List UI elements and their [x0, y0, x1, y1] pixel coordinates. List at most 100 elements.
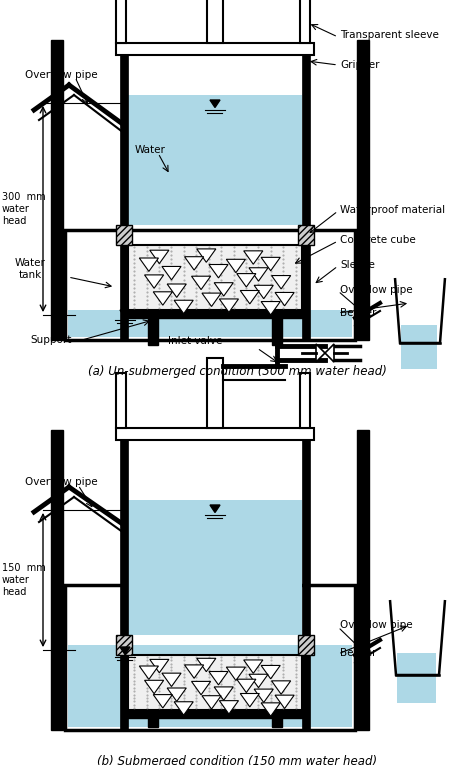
- Bar: [123, 310, 307, 318]
- Polygon shape: [139, 258, 158, 272]
- Polygon shape: [214, 283, 233, 296]
- Polygon shape: [210, 505, 220, 513]
- Polygon shape: [240, 291, 259, 304]
- Polygon shape: [325, 344, 334, 362]
- Text: Inlet valve: Inlet valve: [168, 336, 222, 346]
- Polygon shape: [145, 275, 164, 288]
- Bar: [272, 710, 282, 727]
- Polygon shape: [153, 695, 173, 708]
- Polygon shape: [210, 100, 220, 108]
- Polygon shape: [249, 268, 268, 282]
- Polygon shape: [237, 274, 256, 287]
- Polygon shape: [275, 695, 294, 708]
- Polygon shape: [174, 702, 193, 715]
- Bar: [298, 225, 314, 245]
- Text: Support: Support: [30, 335, 72, 345]
- Polygon shape: [240, 694, 259, 707]
- Polygon shape: [237, 679, 256, 692]
- Text: Gripper: Gripper: [340, 60, 380, 70]
- Text: (a) Un-submerged condition (300 mm water head): (a) Un-submerged condition (300 mm water…: [88, 365, 386, 378]
- Text: 300  mm
water
head: 300 mm water head: [2, 193, 46, 226]
- Text: Overflow pipe: Overflow pipe: [25, 477, 98, 487]
- Polygon shape: [120, 647, 130, 655]
- Bar: [120, 55, 128, 340]
- Bar: [302, 55, 310, 340]
- Text: Concrete cube: Concrete cube: [340, 235, 416, 245]
- Text: Overflow pipe: Overflow pipe: [25, 70, 98, 80]
- Polygon shape: [226, 667, 246, 681]
- Bar: [116, 428, 314, 440]
- Polygon shape: [226, 259, 246, 272]
- Bar: [116, 635, 132, 655]
- Text: Overflow pipe: Overflow pipe: [340, 285, 413, 295]
- Text: Overflow pipe: Overflow pipe: [340, 620, 413, 630]
- Polygon shape: [191, 682, 210, 695]
- Bar: [116, 43, 314, 55]
- Text: Sleeve: Sleeve: [340, 260, 375, 270]
- Polygon shape: [244, 251, 263, 264]
- Polygon shape: [162, 673, 181, 686]
- Bar: [51, 430, 63, 730]
- Bar: [272, 310, 282, 345]
- Polygon shape: [272, 275, 291, 289]
- Bar: [207, 0, 223, 43]
- Text: (b) Submerged condition (150 mm water head): (b) Submerged condition (150 mm water he…: [97, 755, 377, 765]
- Bar: [401, 325, 437, 369]
- Polygon shape: [150, 250, 169, 264]
- Polygon shape: [150, 659, 169, 672]
- Polygon shape: [197, 659, 216, 672]
- Polygon shape: [219, 701, 238, 714]
- Bar: [120, 440, 128, 730]
- Bar: [116, 0, 126, 43]
- Polygon shape: [261, 666, 280, 679]
- Bar: [397, 653, 436, 703]
- Polygon shape: [139, 666, 158, 679]
- Polygon shape: [244, 660, 263, 673]
- Bar: [68, 645, 352, 727]
- Bar: [128, 95, 302, 225]
- Polygon shape: [167, 284, 186, 298]
- Text: Transparent sleeve: Transparent sleeve: [340, 30, 439, 40]
- Bar: [300, 373, 310, 428]
- Bar: [65, 230, 355, 340]
- Polygon shape: [214, 687, 233, 700]
- Polygon shape: [254, 689, 273, 702]
- Polygon shape: [275, 292, 294, 306]
- Polygon shape: [316, 344, 325, 362]
- Polygon shape: [249, 674, 268, 688]
- Polygon shape: [120, 310, 130, 317]
- Polygon shape: [202, 293, 221, 307]
- Polygon shape: [174, 300, 193, 314]
- Text: 150  mm
water
head: 150 mm water head: [2, 563, 46, 597]
- Bar: [298, 635, 314, 655]
- Text: Beaker: Beaker: [340, 308, 376, 318]
- Polygon shape: [184, 257, 204, 270]
- Text: Beaker: Beaker: [340, 648, 376, 658]
- Bar: [300, 0, 310, 43]
- Polygon shape: [209, 265, 228, 278]
- Bar: [65, 585, 355, 730]
- Bar: [128, 245, 302, 310]
- Polygon shape: [202, 695, 221, 709]
- Bar: [128, 655, 302, 710]
- Bar: [116, 373, 126, 428]
- Bar: [357, 430, 369, 730]
- Polygon shape: [197, 249, 216, 262]
- Polygon shape: [167, 688, 186, 702]
- Bar: [357, 40, 369, 340]
- Polygon shape: [209, 672, 228, 685]
- Bar: [148, 310, 158, 345]
- Polygon shape: [145, 680, 164, 694]
- Bar: [148, 710, 158, 727]
- Bar: [116, 225, 132, 245]
- Polygon shape: [261, 301, 280, 315]
- Polygon shape: [261, 257, 280, 271]
- Polygon shape: [153, 291, 173, 305]
- Bar: [207, 358, 223, 428]
- Polygon shape: [254, 285, 273, 298]
- Polygon shape: [184, 665, 204, 679]
- Polygon shape: [191, 276, 210, 290]
- Text: Waterproof material: Waterproof material: [340, 205, 445, 215]
- Polygon shape: [219, 299, 238, 312]
- Bar: [302, 440, 310, 730]
